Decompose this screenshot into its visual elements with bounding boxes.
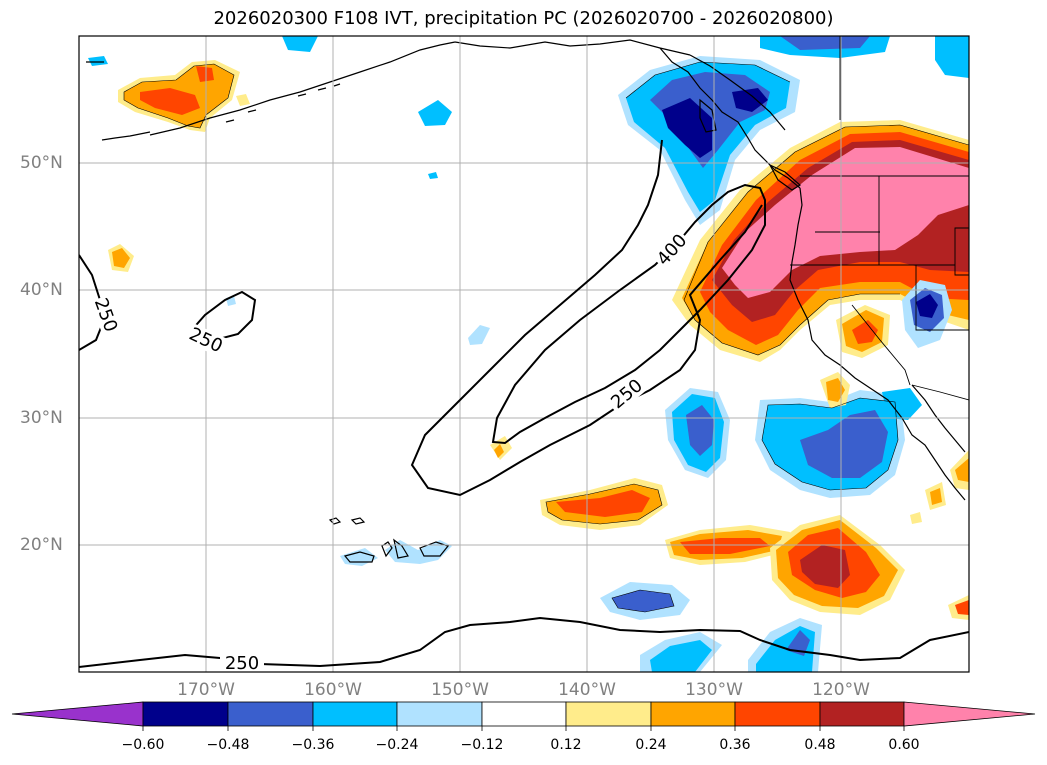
lon-tick-140w: 140°W bbox=[558, 680, 616, 700]
lon-tick-160w: 160°W bbox=[304, 680, 362, 700]
map-frame bbox=[78, 35, 970, 673]
colorbar-label: 0.12 bbox=[550, 737, 582, 753]
colorbar-label: −0.60 bbox=[121, 737, 165, 753]
gridlines bbox=[79, 36, 969, 672]
contour-label-250-south: 250 bbox=[225, 653, 259, 674]
colorbar-swatch bbox=[142, 701, 229, 727]
ivt-contour-250-atmospheric-river bbox=[410, 139, 763, 497]
colorbar-swatch bbox=[565, 701, 652, 727]
colorbar-max-extend bbox=[903, 701, 1036, 727]
political-borders bbox=[790, 36, 969, 401]
colorbar-label: −0.12 bbox=[460, 737, 504, 753]
colorbar-swatch bbox=[650, 701, 736, 727]
lat-tick-40n: 40°N bbox=[20, 280, 63, 300]
ivt-contour-400 bbox=[491, 183, 766, 445]
colorbar-ticks bbox=[142, 726, 905, 731]
colorbar-min-extend bbox=[11, 701, 144, 727]
lon-tick-130w: 130°W bbox=[685, 680, 743, 700]
colorbar-swatch bbox=[481, 701, 567, 727]
colorbar-swatch bbox=[227, 701, 314, 727]
lon-tick-170w: 170°W bbox=[177, 680, 235, 700]
pc-outline bbox=[123, 61, 969, 613]
lat-tick-50n: 50°N bbox=[20, 153, 63, 173]
negative-pc-region-nevada bbox=[902, 280, 952, 348]
colorbar-label: −0.48 bbox=[206, 737, 250, 753]
colorbar-swatch bbox=[312, 701, 398, 727]
lat-tick-30n: 30°N bbox=[20, 408, 63, 428]
colorbar-label: 0.60 bbox=[888, 737, 920, 753]
lon-tick-120w: 120°W bbox=[812, 680, 870, 700]
colorbar-label: −0.24 bbox=[375, 737, 419, 753]
positive-pc-region-subtropical bbox=[490, 305, 969, 620]
contour-label-backgrounds bbox=[90, 227, 692, 672]
negative-pc-region-north-edge bbox=[282, 36, 969, 78]
colorbar-label: −0.36 bbox=[291, 737, 335, 753]
map-title: 2026020300 F108 IVT, precipitation PC (2… bbox=[213, 8, 834, 29]
colorbar-label: 0.24 bbox=[635, 737, 667, 753]
colorbar-label: 0.48 bbox=[804, 737, 836, 753]
colorbar-swatch bbox=[819, 701, 905, 727]
colorbar bbox=[11, 701, 1036, 727]
coastlines bbox=[86, 39, 966, 563]
colorbar-swatch bbox=[396, 701, 483, 727]
colorbar-label: 0.36 bbox=[719, 737, 751, 753]
lon-tick-150w: 150°W bbox=[431, 680, 489, 700]
colorbar-swatch bbox=[734, 701, 821, 727]
lat-tick-20n: 20°N bbox=[20, 535, 63, 555]
